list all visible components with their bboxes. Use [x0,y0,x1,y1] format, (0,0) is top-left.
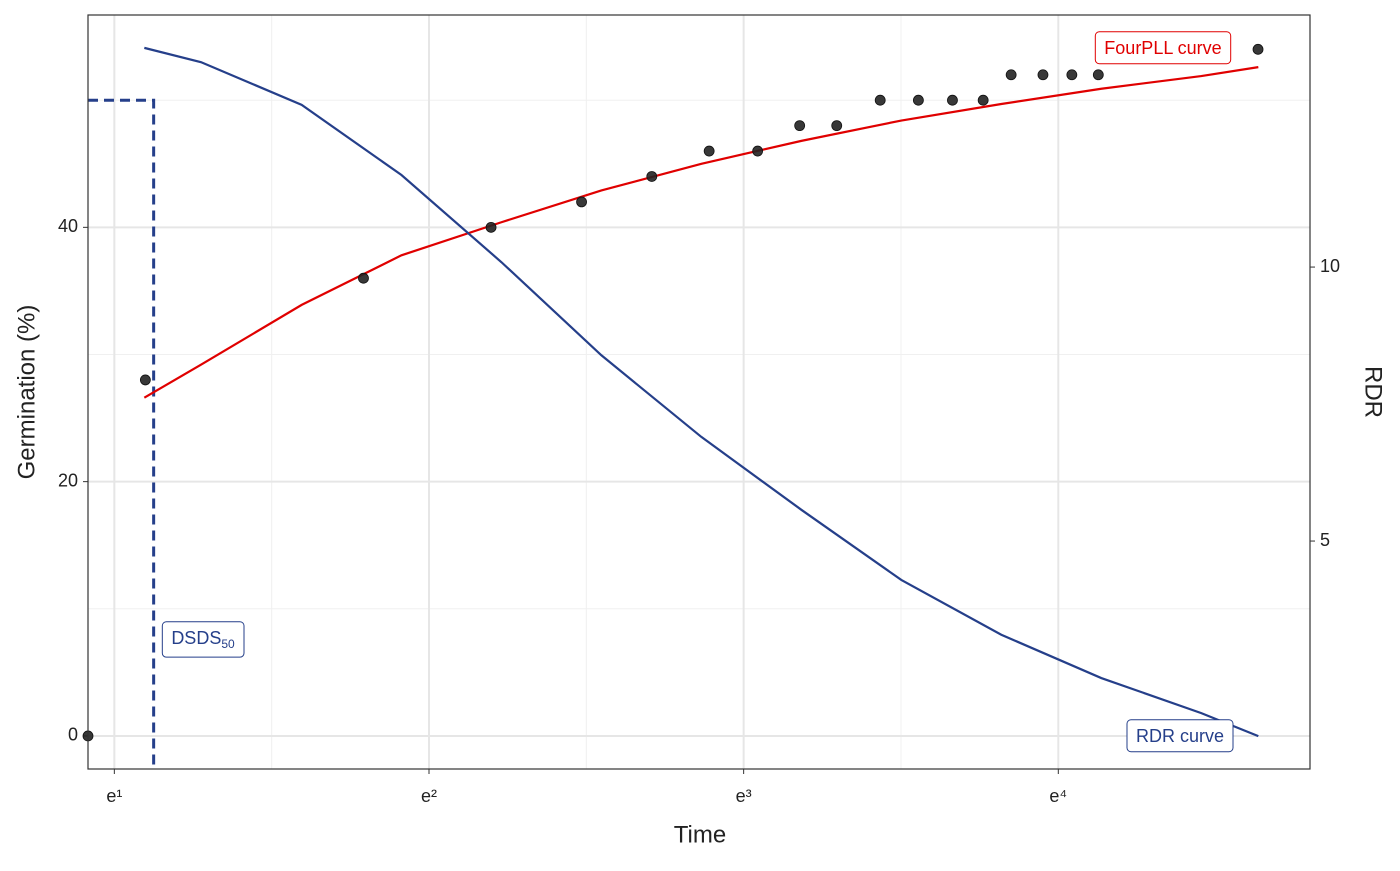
data-point [947,94,958,106]
dsds-label-box [161,621,245,658]
data-point [1005,69,1017,81]
data-point [831,120,843,132]
dsds-guide [88,98,156,769]
data-point [1037,69,1049,81]
data-point [358,272,369,284]
x-axis-title: Time [674,821,726,848]
y2-axis-title: RDR [1360,366,1387,418]
fitted-curve [144,46,1259,738]
data-point [874,94,886,106]
dsds-label-sub: 50 [221,637,235,651]
data-point [752,145,764,157]
curve-label-text: FourPLL curve [1104,38,1221,58]
data-point [703,145,715,157]
curve-label-box [1094,31,1232,65]
data-point [139,374,151,386]
y2-tick-label: 10 [1320,256,1340,276]
dsds-label-main: DSDS [171,628,221,648]
data-point [1066,69,1078,81]
x-tick-label: e² [421,786,437,806]
data-point [485,221,497,233]
dsds-label-text: DSDS50 [171,628,235,651]
data-point [977,94,989,106]
y-axis-title: Germination (%) [13,305,40,480]
curve-label-name: FourPLL curve [1104,38,1221,58]
y-tick-label: 0 [68,725,78,745]
dsds-label: DSDS50 [161,621,245,658]
x-tick-label: e³ [736,786,752,806]
data-point [912,94,924,106]
plot-border [87,14,1311,770]
x-tick-label: e⁴ [1049,786,1067,806]
y-tick-label: 20 [58,470,78,490]
data-point [1092,69,1104,81]
data-point [1252,43,1264,55]
data-point [794,120,806,132]
curve-label: FourPLL curve [1094,31,1232,65]
y-tick-label: 40 [58,216,78,236]
data-point [576,196,587,208]
data-point [646,171,658,182]
y2-tick-label: 5 [1320,530,1330,550]
curve-label-name: RDR curve [1136,726,1224,746]
x-tick-label: e¹ [106,786,122,806]
curve-label-box [1126,719,1234,753]
curve-label: RDR curve [1126,719,1234,753]
fitted-curve [143,66,1259,399]
curve-label-text: RDR curve [1136,726,1224,746]
